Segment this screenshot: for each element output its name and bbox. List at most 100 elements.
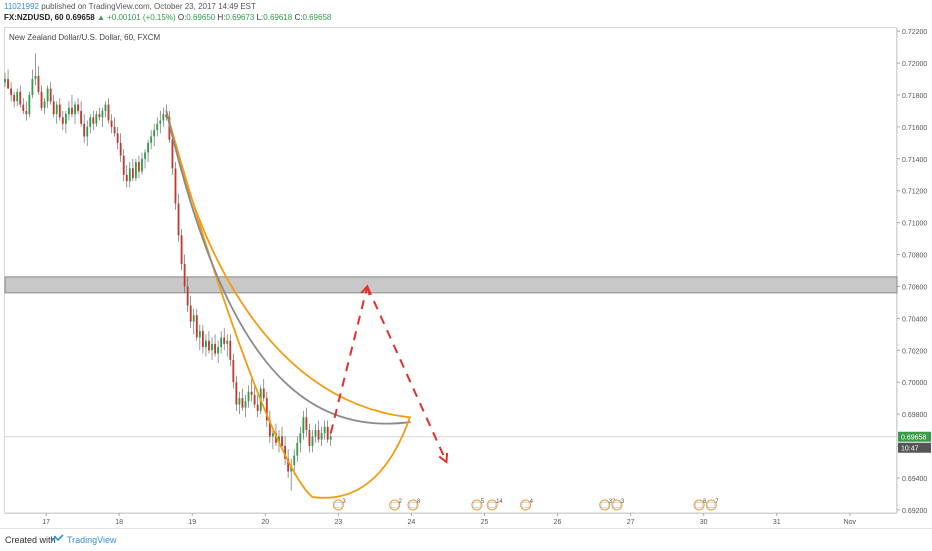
candle-body xyxy=(217,347,220,354)
cup-handle-curve xyxy=(311,416,411,499)
event-flag-stripe xyxy=(334,502,343,508)
tradingview-logo-icon[interactable] xyxy=(50,534,64,544)
candle-body xyxy=(326,426,329,440)
time-tick-label: 18 xyxy=(115,519,123,526)
candle-body xyxy=(159,120,162,124)
candle-body xyxy=(232,359,235,383)
author-link[interactable]: 11021992 xyxy=(4,2,39,11)
time-tick-label: 27 xyxy=(627,519,635,526)
candle-body xyxy=(198,331,201,338)
candle-body xyxy=(61,117,64,124)
candle-body xyxy=(28,95,31,115)
event-count-label: 5 xyxy=(481,499,485,505)
change-up-icon: ▲ xyxy=(96,13,105,22)
event-flag-stripe xyxy=(390,502,399,508)
candle-body xyxy=(83,123,86,137)
candle-body xyxy=(13,95,16,102)
candle-body xyxy=(177,203,180,236)
candle-body xyxy=(95,114,98,124)
event-count-label: 8 xyxy=(417,499,421,505)
tradingview-brand-link[interactable]: TradingView xyxy=(67,535,117,545)
candle-body xyxy=(299,433,302,443)
candle-body xyxy=(253,394,256,405)
event-flag-stripe xyxy=(488,502,496,508)
candle-body xyxy=(101,110,104,118)
candle-body xyxy=(77,104,79,111)
candle-body xyxy=(147,142,149,153)
candle-body xyxy=(281,436,283,446)
candle-body xyxy=(43,101,46,108)
candle-body xyxy=(244,401,247,408)
price-tick-label: 0.71200 xyxy=(902,189,927,196)
candle-body xyxy=(247,391,250,402)
candle-body xyxy=(308,430,311,446)
high-label: H: xyxy=(217,13,226,22)
candle-body xyxy=(195,315,198,338)
candle-body xyxy=(265,398,268,421)
candle-body xyxy=(235,382,238,405)
candle-body xyxy=(284,445,286,459)
candle-body xyxy=(4,79,6,83)
candle-body xyxy=(302,417,305,434)
candle-body xyxy=(223,337,226,344)
candle-body xyxy=(250,391,253,395)
candle-body xyxy=(138,162,140,172)
last-price: 0.69658 xyxy=(65,13,95,22)
price-tick-label: 0.71400 xyxy=(902,157,927,164)
event-count-label: 2 xyxy=(399,499,403,505)
symbol-label[interactable]: FX:NZDUSD, 60 xyxy=(4,13,64,22)
footer: Created with TradingView xyxy=(0,528,932,551)
candle-body xyxy=(144,152,146,159)
candle-body xyxy=(201,331,204,348)
candle-body xyxy=(211,343,213,351)
low-value: 0.69618 xyxy=(263,13,293,22)
candle-body xyxy=(25,110,28,115)
price-chart[interactable]: 0.72200 0.72000 0.71800 0.71600 0.71400 0.712… xyxy=(0,0,932,528)
candle-body xyxy=(131,168,134,178)
candle-body xyxy=(37,75,40,92)
created-with-label: Created with xyxy=(5,535,56,545)
event-count-label: 7 xyxy=(715,499,719,505)
candle-body xyxy=(208,340,210,351)
candle-body xyxy=(271,433,274,437)
time-tick-label: 23 xyxy=(334,519,342,526)
event-count-label: 3 xyxy=(342,499,346,505)
countdown-tag-label: 10:47 xyxy=(901,446,919,453)
candle-body xyxy=(92,117,95,124)
candle-body xyxy=(153,130,156,137)
candle-body xyxy=(89,117,92,127)
event-count-label: 3 xyxy=(621,499,625,505)
time-tick-label: 20 xyxy=(261,519,269,526)
time-tick-label: 24 xyxy=(408,519,416,526)
candle-body xyxy=(183,264,186,287)
candle-body xyxy=(7,79,9,89)
event-flag-stripe xyxy=(473,502,481,508)
open-label: O: xyxy=(177,13,187,22)
current-price-tag xyxy=(898,431,931,442)
candle-body xyxy=(329,436,332,440)
projection-arrow-down-head xyxy=(438,452,449,464)
price-tick-label: 0.71000 xyxy=(902,221,927,228)
event-flag-stripe xyxy=(409,502,417,508)
publish-info: 11021992 published on TradingView.com, O… xyxy=(4,2,256,11)
projection-arrow-down-shaft xyxy=(366,286,448,463)
event-count-label: 14 xyxy=(496,499,503,505)
current-price-tag-label: 0.69658 xyxy=(901,435,926,442)
price-tick-label: 0.71600 xyxy=(902,125,927,132)
candle-body xyxy=(16,91,19,102)
candle-body xyxy=(229,340,232,360)
candle-body xyxy=(296,442,299,456)
event-count-label: 6 xyxy=(703,499,707,505)
projection-arrow-up-shaft xyxy=(329,286,369,434)
candle-body xyxy=(64,114,67,124)
open-value: 0.69650 xyxy=(186,13,216,22)
time-tick-label: 17 xyxy=(42,519,50,526)
candle-body xyxy=(205,340,207,348)
candle-body xyxy=(141,158,143,172)
candle-body xyxy=(49,88,52,102)
price-tick-label: 0.72200 xyxy=(902,29,927,36)
time-tick-label: 25 xyxy=(481,519,489,526)
candle-body xyxy=(68,107,70,115)
candle-body xyxy=(174,168,177,204)
time-tick-label: 30 xyxy=(700,519,708,526)
